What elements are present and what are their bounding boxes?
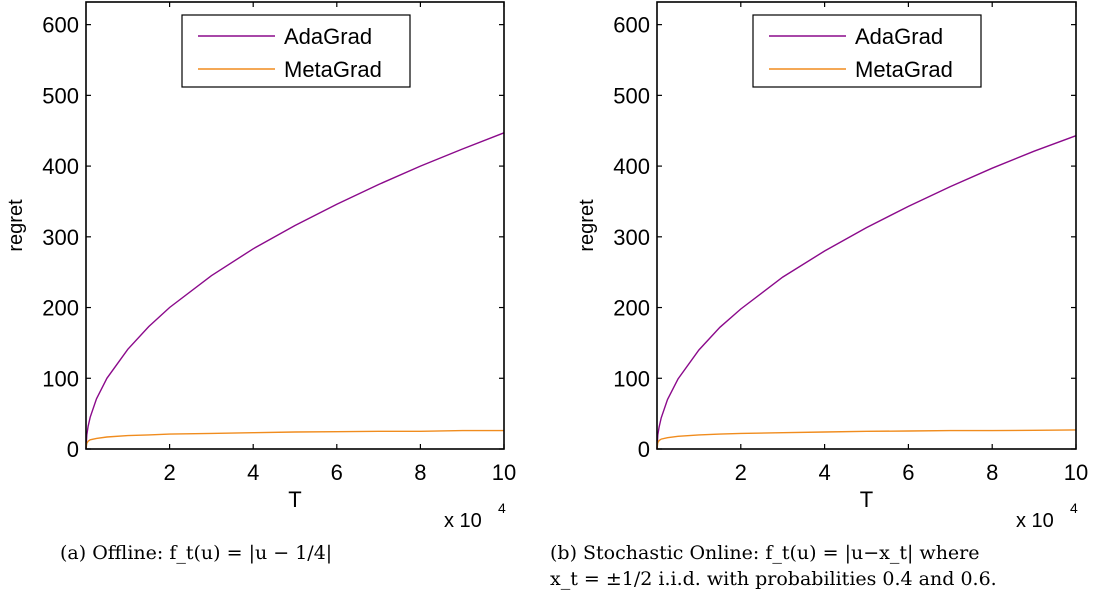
plot-frame bbox=[656, 1, 1077, 450]
x-axis-multiplier: x 10 bbox=[1016, 510, 1054, 532]
x-tick-label: 8 bbox=[986, 460, 998, 485]
y-tick-label: 200 bbox=[42, 296, 79, 321]
x-tick-label: 8 bbox=[414, 460, 426, 485]
x-axis-multiplier: x 10 bbox=[444, 510, 482, 532]
x-axis-multiplier-exponent: 4 bbox=[1070, 500, 1078, 516]
x-axis-label: T bbox=[288, 487, 301, 512]
y-tick-label: 100 bbox=[42, 366, 79, 391]
x-tick-label: 10 bbox=[1064, 460, 1088, 485]
y-tick-label: 400 bbox=[613, 154, 650, 179]
caption-b: (b) Stochastic Online: f_t(u) = |u−x_t| … bbox=[550, 542, 997, 590]
series-line-adagrad bbox=[656, 135, 1077, 450]
y-tick-label: 600 bbox=[42, 13, 79, 38]
y-tick-label: 500 bbox=[42, 83, 79, 108]
y-tick-label: 500 bbox=[613, 83, 650, 108]
y-tick-label: 300 bbox=[42, 225, 79, 250]
caption-a: (a) Offline: f_t(u) = |u − 1/4| bbox=[60, 542, 332, 564]
y-tick-label: 100 bbox=[613, 366, 650, 391]
legend-box bbox=[752, 14, 982, 88]
legend-box bbox=[181, 14, 411, 88]
caption-b-line2: x_t = ±1/2 i.i.d. with probabilities 0.4… bbox=[550, 568, 997, 590]
x-tick-label: 10 bbox=[492, 460, 516, 485]
caption-a-text: (a) Offline: f_t(u) = |u − 1/4| bbox=[60, 542, 333, 564]
legend-label-metagrad: MetaGrad bbox=[855, 57, 953, 82]
y-axis-label: regret bbox=[5, 199, 27, 252]
y-tick-label: 0 bbox=[67, 437, 79, 462]
x-tick-label: 2 bbox=[163, 460, 175, 485]
y-tick-label: 600 bbox=[613, 13, 650, 38]
legend-label-adagrad: AdaGrad bbox=[855, 24, 943, 49]
y-tick-label: 400 bbox=[42, 154, 79, 179]
x-tick-label: 2 bbox=[735, 460, 747, 485]
legend-label-metagrad: MetaGrad bbox=[284, 57, 382, 82]
series-line-metagrad bbox=[85, 429, 504, 450]
y-tick-label: 300 bbox=[613, 225, 650, 250]
x-tick-label: 6 bbox=[331, 460, 343, 485]
plot-frame bbox=[85, 1, 505, 450]
y-axis-label: regret bbox=[576, 199, 598, 252]
legend-label-adagrad: AdaGrad bbox=[284, 24, 372, 49]
x-tick-label: 4 bbox=[818, 460, 830, 485]
y-tick-label: 200 bbox=[613, 296, 650, 321]
x-tick-label: 4 bbox=[247, 460, 259, 485]
series-line-adagrad bbox=[85, 132, 505, 450]
series-line-metagrad bbox=[656, 429, 1077, 450]
x-axis-multiplier-exponent: 4 bbox=[498, 500, 506, 516]
x-axis-label: T bbox=[860, 487, 873, 512]
y-tick-label: 0 bbox=[638, 437, 650, 462]
x-tick-label: 6 bbox=[902, 460, 914, 485]
caption-b-line1: (b) Stochastic Online: f_t(u) = |u−x_t| … bbox=[550, 542, 980, 564]
